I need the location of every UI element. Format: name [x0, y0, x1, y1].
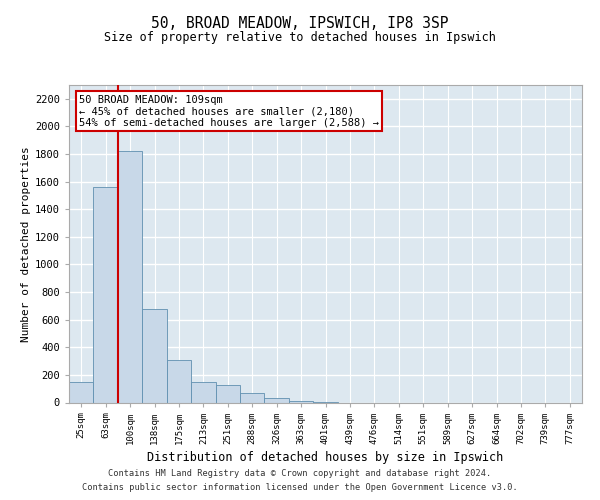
X-axis label: Distribution of detached houses by size in Ipswich: Distribution of detached houses by size … — [148, 450, 503, 464]
Bar — [142, 308, 167, 402]
Bar — [215, 384, 240, 402]
Bar — [265, 398, 289, 402]
Y-axis label: Number of detached properties: Number of detached properties — [21, 146, 31, 342]
Bar — [118, 152, 142, 402]
Text: Contains HM Land Registry data © Crown copyright and database right 2024.: Contains HM Land Registry data © Crown c… — [109, 468, 491, 477]
Bar — [69, 382, 94, 402]
Bar — [240, 393, 265, 402]
Text: Size of property relative to detached houses in Ipswich: Size of property relative to detached ho… — [104, 31, 496, 44]
Bar — [167, 360, 191, 403]
Bar — [289, 401, 313, 402]
Bar — [94, 187, 118, 402]
Text: 50, BROAD MEADOW, IPSWICH, IP8 3SP: 50, BROAD MEADOW, IPSWICH, IP8 3SP — [151, 16, 449, 31]
Text: Contains public sector information licensed under the Open Government Licence v3: Contains public sector information licen… — [82, 484, 518, 492]
Text: 50 BROAD MEADOW: 109sqm
← 45% of detached houses are smaller (2,180)
54% of semi: 50 BROAD MEADOW: 109sqm ← 45% of detache… — [79, 94, 379, 128]
Bar — [191, 382, 215, 402]
